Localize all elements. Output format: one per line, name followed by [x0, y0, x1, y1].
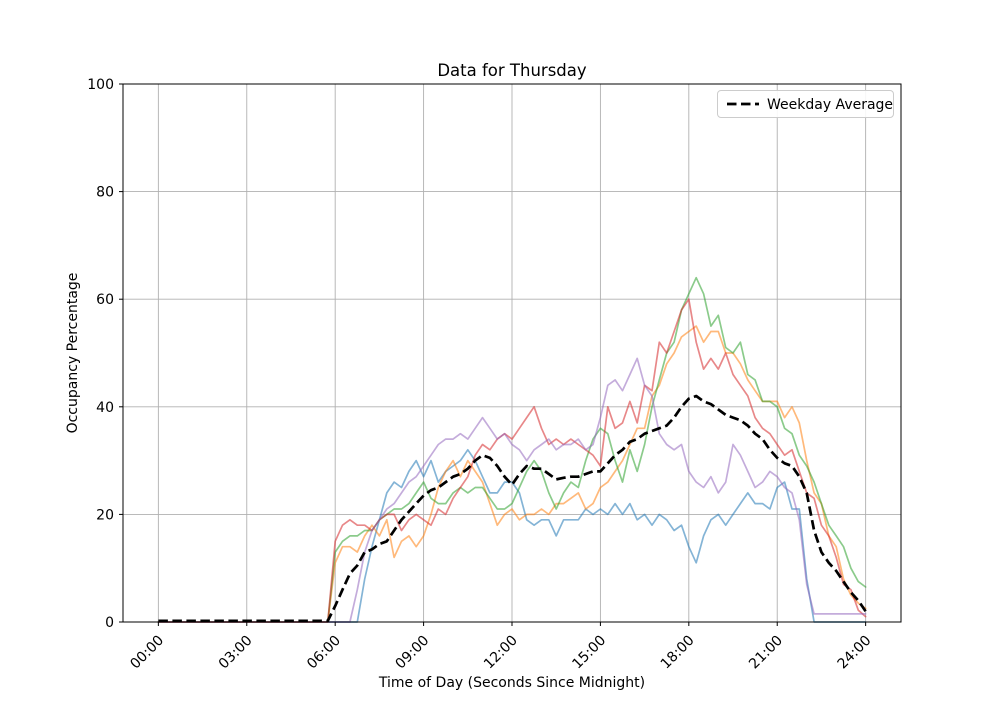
y-tick-label: 20: [96, 507, 114, 523]
chart-grid: [123, 83, 901, 623]
x-tick-label: 24:00: [835, 633, 875, 673]
x-tick-label: 21:00: [746, 633, 786, 673]
y-axis-label: Occupancy Percentage: [65, 273, 81, 434]
x-tick-label: 09:00: [393, 633, 433, 673]
legend-label: Weekday Average: [767, 97, 893, 113]
x-tick-label: 00:00: [127, 633, 167, 673]
legend: Weekday Average: [717, 90, 894, 118]
x-tick-label: 06:00: [304, 633, 344, 673]
x-tick-label: 12:00: [481, 633, 521, 673]
x-axis-label: Time of Day (Seconds Since Midnight): [378, 675, 645, 691]
chart-axes: [119, 83, 902, 626]
legend-box: [717, 90, 894, 118]
y-tick-label: 60: [96, 292, 114, 308]
chart-title: Data for Thursday: [437, 61, 587, 80]
weekday-average-line: [158, 394, 867, 623]
x-tick-label: 15:00: [569, 633, 609, 673]
chart-tick-labels: 00:00 03:00 06:00 09:00 12:00 15:00 18:00 21:00…: [87, 77, 874, 672]
y-tick-label: 80: [96, 185, 114, 201]
y-tick-label: 100: [87, 77, 114, 93]
x-tick-label: 18:00: [658, 633, 698, 673]
y-tick-label: 40: [96, 400, 114, 416]
y-tick-label: 0: [105, 615, 114, 631]
x-tick-label: 03:00: [216, 633, 256, 673]
